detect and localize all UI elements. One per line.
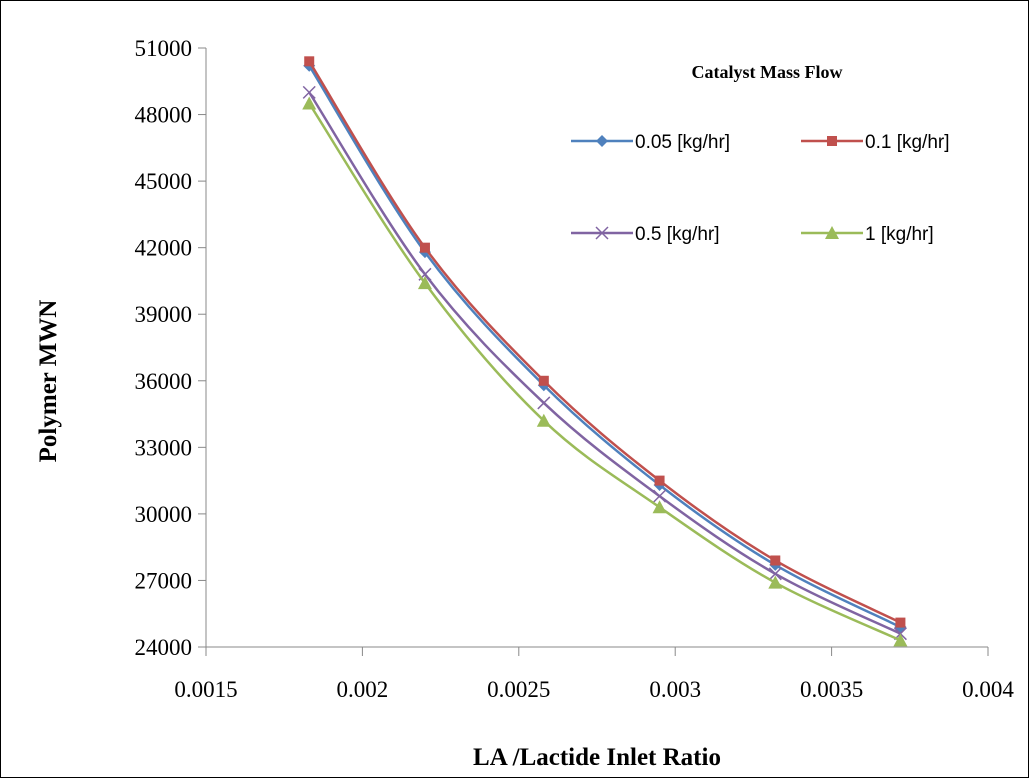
data-point [304,56,315,67]
series-line [308,65,901,629]
series-4 [302,96,908,647]
data-point [653,489,667,503]
series-3 [302,85,907,641]
x-axis-title: LA /Lactide Inlet Ratio [473,744,721,771]
data-point [768,575,783,589]
y-tick-label: 45000 [135,169,193,194]
data-point [302,85,316,99]
data-point [652,500,667,514]
data-point [537,396,551,410]
data-point [302,96,317,110]
y-tick-label: 24000 [135,635,193,660]
x-tick-label: 0.002 [337,677,389,702]
data-point [417,276,432,290]
data-point [895,617,906,628]
legend-marker [827,136,837,146]
legend-label: 0.05 [kg/hr] [635,132,730,153]
data-point [893,633,908,647]
y-tick-label: 48000 [135,103,193,128]
x-axis-ticks: 0.0015 0.002 0.0025 0.003 0.0035 0.004 [174,647,1014,702]
y-axis-ticks: 24000 27000 30000 33000 36000 39000 42000 45000… [135,36,206,660]
data-point [770,555,781,566]
y-tick-label: 51000 [135,36,193,61]
legend-marker [825,226,839,239]
series-lines [302,56,908,647]
legend-marker [596,135,608,147]
legend-title: Catalyst Mass Flow [692,62,843,82]
legend-item: 1 [kg/hr] [801,224,934,245]
series-1 [303,59,907,634]
data-point [654,475,665,486]
y-tick-label: 39000 [135,302,193,327]
series-2 [304,56,906,628]
legend-item: 0.5 [kg/hr] [571,224,720,245]
legend: Catalyst Mass Flow 0.05 [kg/hr] 0.1 [kg/h… [571,62,950,245]
y-tick-label: 30000 [135,502,193,527]
legend-label: 1 [kg/hr] [865,224,934,245]
data-point [419,242,430,253]
x-tick-label: 0.004 [962,677,1014,702]
series-line [308,60,901,624]
y-axis-title: Polymer MWN [35,300,62,463]
legend-label: 0.1 [kg/hr] [865,132,950,153]
y-tick-label: 33000 [135,435,193,460]
data-point [538,375,549,386]
x-tick-label: 0.0035 [800,677,863,702]
series-line [308,91,901,635]
series-line [308,102,901,642]
x-tick-label: 0.0015 [174,677,237,702]
data-point [536,413,551,427]
axes [205,48,988,648]
legend-label: 0.5 [kg/hr] [635,224,720,245]
y-tick-label: 27000 [135,568,193,593]
y-tick-label: 36000 [135,369,193,394]
y-tick-label: 42000 [135,236,193,261]
legend-marker [595,226,609,240]
x-tick-label: 0.003 [649,677,701,702]
x-tick-label: 0.0025 [487,677,550,702]
legend-item: 0.05 [kg/hr] [571,132,730,153]
legend-item: 0.1 [kg/hr] [801,132,950,153]
data-point [768,567,782,581]
